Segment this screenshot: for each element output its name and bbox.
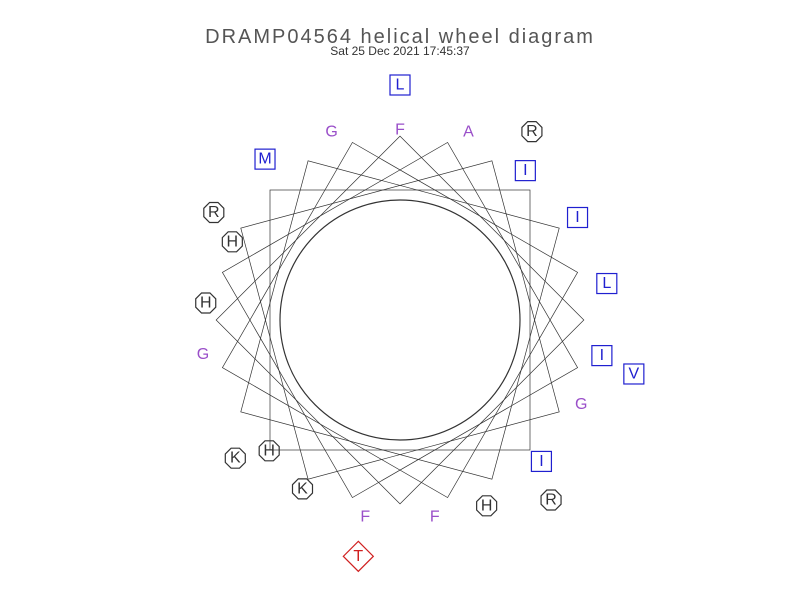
residue-I: I (592, 346, 612, 366)
residue-L: L (390, 75, 410, 95)
residue-label: K (297, 480, 308, 497)
helical-wheel-diagram: FLGARMIRHIHLGIVKHGKIRFTFH (0, 0, 800, 600)
residue-label: H (227, 233, 239, 250)
residue-label: G (197, 346, 209, 363)
residue-G: G (325, 124, 337, 141)
residue-K: K (225, 448, 245, 468)
wheel-circle (280, 200, 520, 440)
residue-G: G (575, 396, 587, 413)
residue-label: G (575, 396, 587, 413)
residue-label: A (463, 124, 474, 141)
residue-I: I (568, 208, 588, 228)
residue-label: M (258, 151, 271, 168)
residue-R: R (541, 490, 561, 510)
residue-F: F (430, 508, 440, 525)
residue-label: L (396, 77, 405, 94)
residue-H: H (477, 496, 497, 516)
residue-label: L (602, 275, 611, 292)
residue-M: M (255, 149, 275, 169)
residue-label: T (353, 548, 363, 565)
residue-F: F (395, 122, 405, 139)
residue-label: R (545, 492, 557, 509)
residue-label: H (481, 497, 493, 514)
residue-H: H (222, 232, 242, 252)
residue-label: G (325, 124, 337, 141)
residue-T: T (343, 541, 373, 571)
residue-R: R (522, 122, 542, 142)
residue-label: R (208, 204, 220, 221)
residue-K: K (293, 479, 313, 499)
residue-label: F (430, 508, 440, 525)
residue-label: I (523, 162, 527, 179)
residue-label: V (629, 365, 640, 382)
residue-F: F (360, 508, 370, 525)
residue-R: R (204, 203, 224, 223)
residue-I: I (515, 161, 535, 181)
residue-I: I (531, 451, 551, 471)
residue-label: K (230, 450, 241, 467)
residue-label: I (600, 347, 604, 364)
residue-L: L (597, 274, 617, 294)
residue-label: I (575, 209, 579, 226)
residue-label: F (360, 508, 370, 525)
residue-A: A (463, 124, 474, 141)
residue-H: H (259, 441, 279, 461)
residue-label: F (395, 122, 405, 139)
residue-label: I (539, 453, 543, 470)
residue-label: R (526, 123, 538, 140)
residue-H: H (196, 293, 216, 313)
residue-V: V (624, 364, 644, 384)
residue-label: H (200, 295, 212, 312)
residue-label: H (263, 442, 275, 459)
residue-G: G (197, 346, 209, 363)
